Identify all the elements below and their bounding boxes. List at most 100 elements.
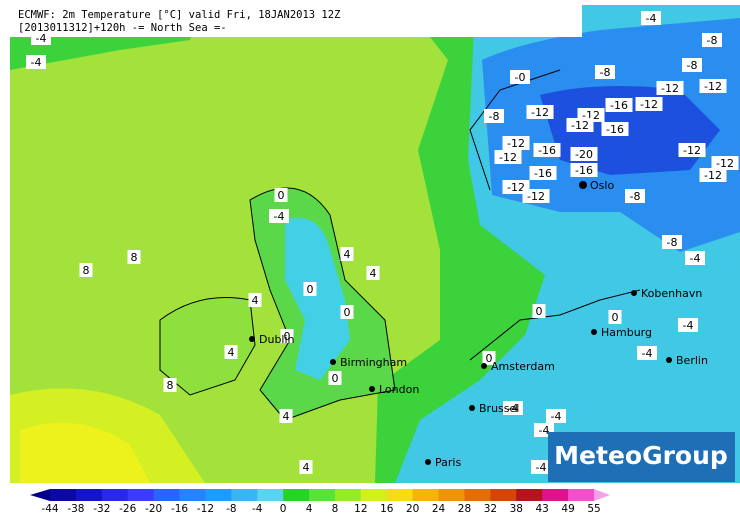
map-field <box>10 5 740 483</box>
colorbar-label: 0 <box>280 503 287 515</box>
contour-label-box <box>608 310 622 324</box>
contour-label: 0 <box>612 311 619 324</box>
contour-label: -16 <box>610 99 628 112</box>
colorbar-label: 55 <box>587 503 600 515</box>
contour-label: -12 <box>704 80 722 93</box>
contour-label-box <box>570 163 598 177</box>
contour-label-box <box>269 209 289 223</box>
colorbar-label: 28 <box>458 503 471 515</box>
contour-label-box <box>566 118 594 132</box>
contour-label: -12 <box>640 98 658 111</box>
contour-label: -8 <box>707 34 718 47</box>
contour-label: -12 <box>507 181 525 194</box>
colorbar-arrow <box>594 489 610 501</box>
colorbar-swatch <box>231 489 258 501</box>
colorbar-swatch <box>50 489 77 501</box>
colorbar-label: 16 <box>380 503 394 515</box>
colorbar-label: -8 <box>226 503 236 515</box>
header-line: [2013011312]+120h -= North Sea =- <box>18 22 227 34</box>
header-box <box>10 5 582 37</box>
city-name: Hamburg <box>601 326 652 339</box>
colorbar-label: 49 <box>561 503 574 515</box>
contour-label: 0 <box>536 305 543 318</box>
contour-label-box <box>224 345 238 359</box>
contour-label: -0 <box>515 71 526 84</box>
contour-label-box <box>482 351 496 365</box>
contour-label: -12 <box>704 169 722 182</box>
contour-label: -16 <box>606 123 624 136</box>
colorbar-swatch <box>464 489 491 501</box>
colorbar: -44 -38 -32 -26 -20 -16 -12 -8 -4 0 4 8 12 16 20 24 28 32… <box>30 489 610 515</box>
contour-label-box <box>635 97 663 111</box>
contour-label-box <box>702 33 722 47</box>
city-name: Dublin <box>259 333 295 346</box>
contour-label: -12 <box>499 151 517 164</box>
contour-label-box <box>678 318 698 332</box>
contour-label: -4 <box>536 461 547 474</box>
contour-label: 0 <box>486 352 493 365</box>
contour-label-box <box>532 304 546 318</box>
colorbar-label: 38 <box>510 503 523 515</box>
contour-label-box <box>637 346 657 360</box>
contour-label-box <box>656 81 684 95</box>
contour-label: 4 <box>303 461 310 474</box>
contour-label-box <box>699 168 727 182</box>
contour-label-box <box>531 460 551 474</box>
logo-box <box>548 432 735 482</box>
colorbar-swatch <box>334 489 362 501</box>
city-name: Paris <box>435 456 461 469</box>
colorbar-label: -32 <box>93 503 110 515</box>
contour-label: -4 <box>690 252 701 265</box>
contour-label-box <box>328 371 342 385</box>
colorbar-label: -12 <box>197 503 214 515</box>
city-dot <box>330 359 336 365</box>
contour-label-box <box>503 401 523 415</box>
contour-label: -4 <box>683 319 694 332</box>
contour-label: -12 <box>716 157 734 170</box>
city-name: Brussel <box>479 402 519 415</box>
colorbar-swatch <box>412 489 440 501</box>
contour-label: 8 <box>131 251 138 264</box>
city-name: Berlin <box>676 354 708 367</box>
contour-label: -12 <box>571 119 589 132</box>
city-dot <box>469 405 475 411</box>
colorbar-swatch <box>490 489 517 501</box>
contour-label-box <box>601 122 629 136</box>
contour-label-box <box>502 136 530 150</box>
contour-label: -4 <box>551 410 562 423</box>
contour-label: 4 <box>252 294 259 307</box>
contour-label: -4 <box>539 424 550 437</box>
contour-label-box <box>533 143 561 157</box>
logo: MeteoGroup <box>554 441 728 470</box>
city-dot <box>481 363 487 369</box>
colorbar-label: 8 <box>332 503 339 515</box>
colorbar-swatch <box>179 489 206 501</box>
colorbar-label: -26 <box>119 503 136 515</box>
colorbar-label: 24 <box>432 503 446 515</box>
contour-label: 4 <box>283 410 290 423</box>
cities: Dublin Birmingham London Amsterdam Brussel Pa… <box>249 179 708 469</box>
colorbar-swatch <box>568 489 595 501</box>
contour-label-box <box>685 251 705 265</box>
contour-label: -12 <box>683 144 701 157</box>
contour-label: -12 <box>527 190 545 203</box>
contour-label-box <box>529 166 557 180</box>
colorbar-label: -16 <box>171 503 188 515</box>
contour-label: -12 <box>661 82 679 95</box>
contour-label-box <box>280 329 294 343</box>
city-name: Birmingham <box>340 356 407 369</box>
contour-label-box <box>279 409 293 423</box>
contour-label: -4 <box>642 347 653 360</box>
contour-label: -4 <box>508 402 519 415</box>
contour-label: -4 <box>274 210 285 223</box>
contour-label: 8 <box>83 264 90 277</box>
colorbar-swatch <box>205 489 232 501</box>
contour-label: -16 <box>534 167 552 180</box>
city-name: Kobenhavn <box>641 287 702 300</box>
city-name: Amsterdam <box>491 360 555 373</box>
city-dot <box>425 459 431 465</box>
contour-label-box <box>340 247 354 261</box>
colorbar-swatch <box>127 489 155 501</box>
